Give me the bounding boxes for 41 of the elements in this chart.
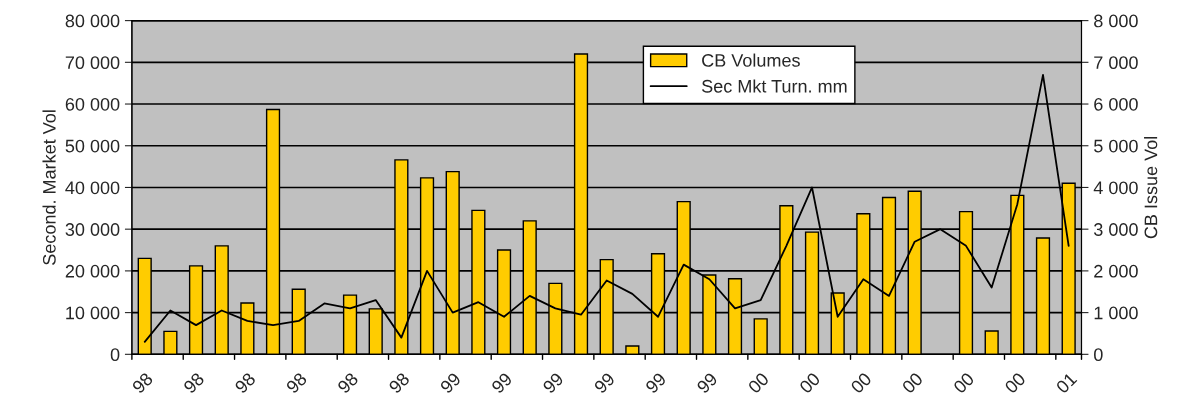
y2-tick-label: 8 000	[1094, 14, 1138, 28]
x-tick-label: 98	[234, 371, 257, 394]
x-tick-label: 98	[131, 371, 154, 394]
x-tick-label: 98	[388, 371, 411, 394]
y2-tick-label: 1 000	[1094, 306, 1138, 320]
y2-tick-label: 4 000	[1093, 181, 1138, 195]
y2-tick-label: 0	[1094, 348, 1103, 362]
y-tick-label: 60 000	[65, 97, 120, 111]
legend-label: Sec Mkt Turn. mm	[702, 79, 847, 93]
x-tick-label: 99	[542, 371, 565, 394]
x-tick-label: 00	[952, 371, 975, 395]
x-tick-label: 01	[1055, 371, 1078, 395]
x-tick-label: 99	[490, 371, 513, 394]
y2-tick-label: 6 000	[1094, 97, 1138, 111]
y-tick-label: 0	[110, 348, 120, 362]
x-tick-label: 98	[336, 371, 359, 394]
x-tick-label: 99	[439, 371, 462, 394]
x-tick-label: 99	[696, 371, 719, 394]
x-tick-label: 99	[644, 371, 667, 394]
x-tick-label: 00	[849, 371, 873, 395]
y2-tick-label: 5 000	[1094, 139, 1138, 153]
legend-label: CB Volumes	[702, 53, 800, 67]
x-tick-label: 98	[285, 371, 308, 394]
x-tick-label: 00	[901, 371, 924, 395]
y2-tick-label: 3 000	[1093, 223, 1138, 236]
y-axis-title: Second. Market Vol	[42, 110, 56, 265]
y-tick-label: 30 000	[65, 223, 120, 236]
x-tick-label: 00	[1003, 371, 1027, 395]
x-tick-label: 98	[182, 371, 205, 394]
y2-axis-title: CB Issue Vol	[1144, 136, 1158, 239]
y-tick-label: 70 000	[65, 56, 120, 70]
y-tick-label: 40 000	[65, 181, 120, 195]
y2-tick-label: 2 000	[1094, 264, 1138, 278]
y-tick-label: 80 000	[65, 14, 120, 28]
y2-tick-label: 7 000	[1094, 56, 1138, 70]
y-tick-label: 10 000	[66, 306, 120, 320]
x-tick-label: 00	[798, 371, 821, 395]
x-tick-label: 00	[747, 371, 770, 395]
y-tick-label: 20 000	[65, 264, 120, 278]
x-tick-label: 99	[593, 371, 616, 394]
y-tick-label: 50 000	[65, 139, 120, 153]
